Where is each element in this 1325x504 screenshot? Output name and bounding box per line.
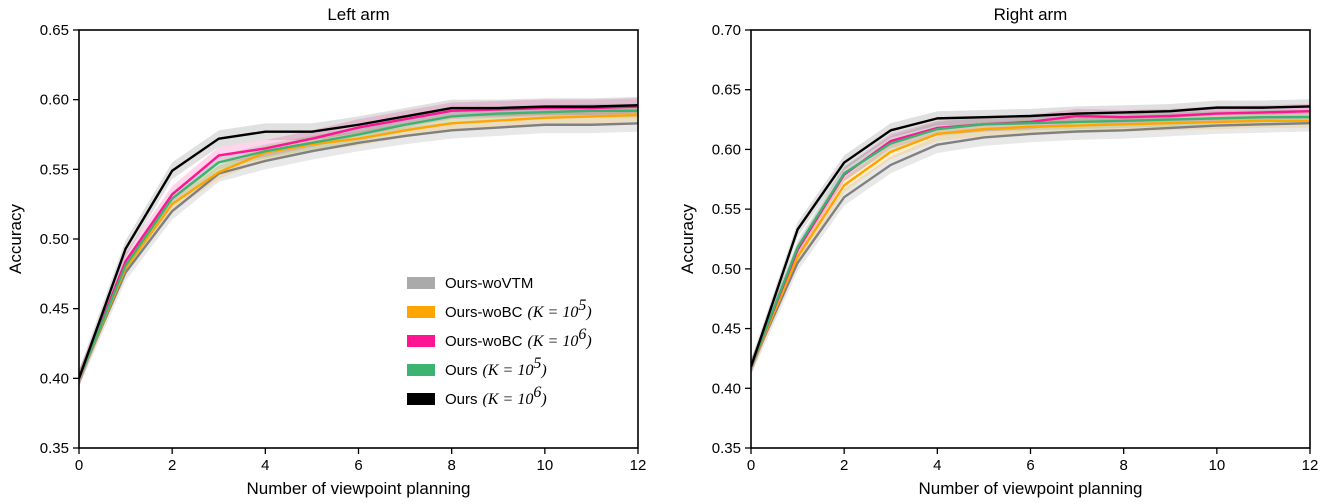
left-arm-title: Left arm (327, 5, 389, 24)
legend-swatch (407, 393, 435, 405)
right-arm-x-tick-label: 2 (840, 457, 848, 474)
legend-swatch (407, 335, 435, 347)
legend-label: Ours (K = 106) (445, 384, 547, 408)
right-arm-y-tick-label: 0.65 (712, 82, 741, 99)
left-arm-band-ours-wobc-k-10-5 (79, 108, 638, 386)
right-arm-line-ours-wobc-k-10-5 (751, 119, 1310, 368)
right-arm-x-tick-label: 10 (1208, 457, 1225, 474)
right-arm-y-tick-label: 0.60 (712, 141, 741, 158)
right-arm-y-tick-label: 0.45 (712, 321, 741, 338)
legend-item: Ours-woBC (K = 106) (407, 326, 592, 350)
chart-right-arm: 0 2 4 6 8 10 12 0.35 0.40 0.45 0.50 0.55 0.60 0.65 0.7… (678, 5, 1318, 498)
left-arm-y-axis-label: Accuracy (6, 204, 25, 274)
left-arm-x-axis-label: Number of viewpoint planning (247, 479, 471, 498)
legend-item: Ours (K = 106) (407, 384, 547, 408)
left-arm-x-tick-label: 0 (75, 457, 83, 474)
legend-label: Ours-woBC (K = 106) (445, 326, 592, 350)
left-arm-y-tick-label: 0.50 (40, 231, 69, 248)
left-arm-x-tick-label: 6 (354, 457, 362, 474)
right-arm-axes-frame (750, 29, 1311, 449)
left-arm-y-tick-label: 0.45 (40, 301, 69, 318)
left-arm-x-tick-label: 10 (536, 457, 553, 474)
right-arm-x-tick-label: 8 (1119, 457, 1127, 474)
right-arm-y-tick-label: 0.70 (712, 22, 741, 39)
left-arm-line-ours-wobc-k-10-6 (79, 105, 638, 379)
legend-item: Ours-woBC (K = 105) (407, 297, 592, 321)
right-arm-y-tick-label: 0.35 (712, 440, 741, 457)
left-arm-line-ours-k-10-5 (79, 109, 638, 379)
legend-label: Ours (K = 105) (445, 355, 547, 379)
right-arm-y-axis-label: Accuracy (678, 204, 697, 274)
right-arm-y-tick-label: 0.40 (712, 380, 741, 397)
legend: Ours-woVTM Ours-woBC (K = 105) Ours-woBC (K … (407, 275, 592, 408)
legend-label: Ours-woVTM (445, 275, 533, 292)
legend-swatch (407, 364, 435, 376)
right-arm-x-axis-label: Number of viewpoint planning (919, 479, 1143, 498)
right-arm-band-ours-wobc-k-10-5 (751, 113, 1310, 374)
left-arm-line-ours-wovtm (79, 122, 638, 379)
legend-swatch (407, 306, 435, 318)
left-arm-y-tick-label: 0.35 (40, 440, 69, 457)
right-arm-x-tick-label: 12 (1302, 457, 1319, 474)
legend-item: Ours-woVTM (407, 275, 533, 292)
left-arm-y-tick-label: 0.65 (40, 22, 69, 39)
right-arm-x-tick-label: 0 (747, 457, 755, 474)
right-arm-band-ours-k-10-5 (751, 110, 1310, 374)
legend-label: Ours-woBC (K = 105) (445, 297, 592, 321)
right-arm-line-ours-wobc-k-10-6 (751, 110, 1310, 368)
left-arm-y-tick-label: 0.40 (40, 370, 69, 387)
right-arm-band-ours-wovtm (751, 114, 1310, 376)
right-arm-line-ours-wovtm (751, 121, 1310, 368)
right-arm-title: Right arm (994, 5, 1068, 24)
legend-item: Ours (K = 105) (407, 355, 547, 379)
right-arm-plot-area (751, 99, 1310, 376)
right-arm-x-tick-label: 6 (1026, 457, 1034, 474)
right-arm-y-tick-label: 0.55 (712, 201, 741, 218)
left-arm-x-tick-label: 12 (630, 457, 647, 474)
right-arm-y-tick-label: 0.50 (712, 261, 741, 278)
legend-swatch (407, 277, 435, 289)
left-arm-y-tick-label: 0.55 (40, 161, 69, 178)
left-arm-line-ours-wobc-k-10-5 (79, 113, 638, 379)
right-arm-line-ours-k-10-5 (751, 115, 1310, 368)
left-arm-line-ours-k-10-6 (79, 104, 638, 379)
right-arm-line-ours-k-10-6 (751, 105, 1310, 368)
left-arm-plot-area (79, 96, 638, 387)
chart-left-arm: 0 2 4 6 8 10 12 0.35 0.40 0.45 0.50 0.55 0.60 0.65 Lef… (6, 5, 646, 498)
left-arm-axes-frame (78, 29, 639, 449)
left-arm-x-tick-label: 4 (261, 457, 269, 474)
left-arm-x-tick-label: 8 (447, 457, 455, 474)
right-arm-x-tick-label: 4 (933, 457, 941, 474)
right-arm-band-ours-wobc-k-10-6 (751, 104, 1310, 374)
left-arm-x-tick-label: 2 (168, 457, 176, 474)
left-arm-y-tick-label: 0.60 (40, 92, 69, 109)
